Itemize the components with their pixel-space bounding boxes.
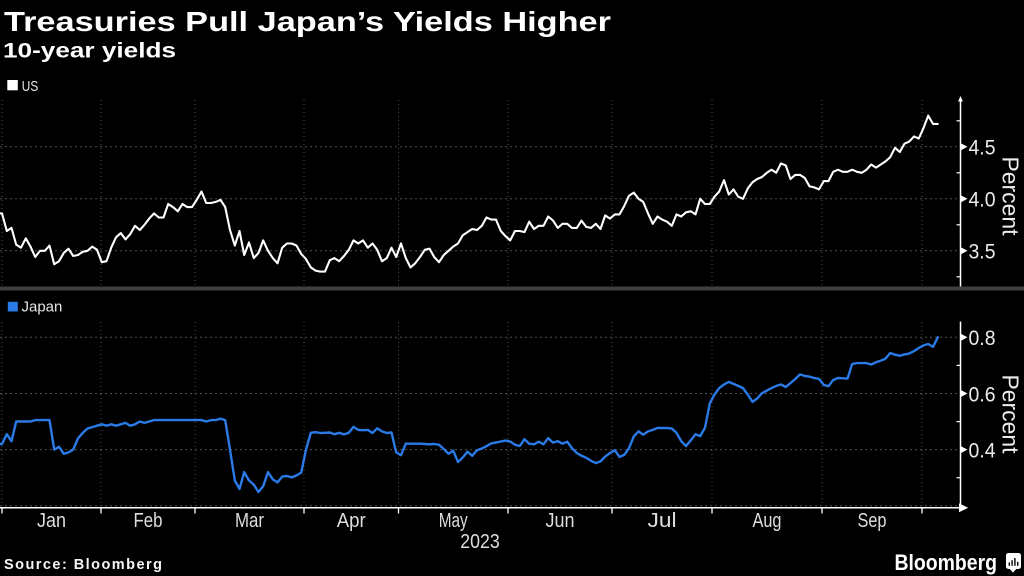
svg-text:2023: 2023 (460, 531, 500, 553)
svg-text:4.0: 4.0 (969, 188, 996, 212)
svg-text:0.4: 0.4 (969, 438, 996, 462)
svg-text:Japan: Japan (22, 299, 63, 316)
svg-text:May: May (439, 510, 468, 532)
svg-text:Apr: Apr (337, 510, 366, 532)
svg-text:10-year yields: 10-year yields (3, 40, 176, 63)
svg-text:Jul: Jul (648, 510, 677, 532)
svg-text:Jun: Jun (546, 510, 575, 532)
svg-text:3.5: 3.5 (969, 240, 996, 264)
svg-text:0.8: 0.8 (969, 326, 996, 350)
svg-text:Sep: Sep (858, 510, 887, 532)
svg-text:US: US (22, 78, 39, 95)
svg-text:Percent: Percent (998, 157, 1024, 236)
svg-text:4.5: 4.5 (969, 136, 996, 160)
svg-text:0.6: 0.6 (969, 382, 996, 406)
svg-text:Percent: Percent (998, 375, 1024, 454)
svg-text:Mar: Mar (235, 510, 264, 532)
svg-text:Aug: Aug (753, 510, 782, 532)
svg-text:Source: Bloomberg: Source: Bloomberg (4, 557, 162, 573)
svg-text:Treasuries Pull Japan’s Yields: Treasuries Pull Japan’s Yields Higher (4, 6, 611, 37)
svg-text:Jan: Jan (37, 510, 66, 532)
svg-text:Feb: Feb (134, 510, 163, 532)
svg-text:Bloomberg: Bloomberg (895, 550, 998, 575)
